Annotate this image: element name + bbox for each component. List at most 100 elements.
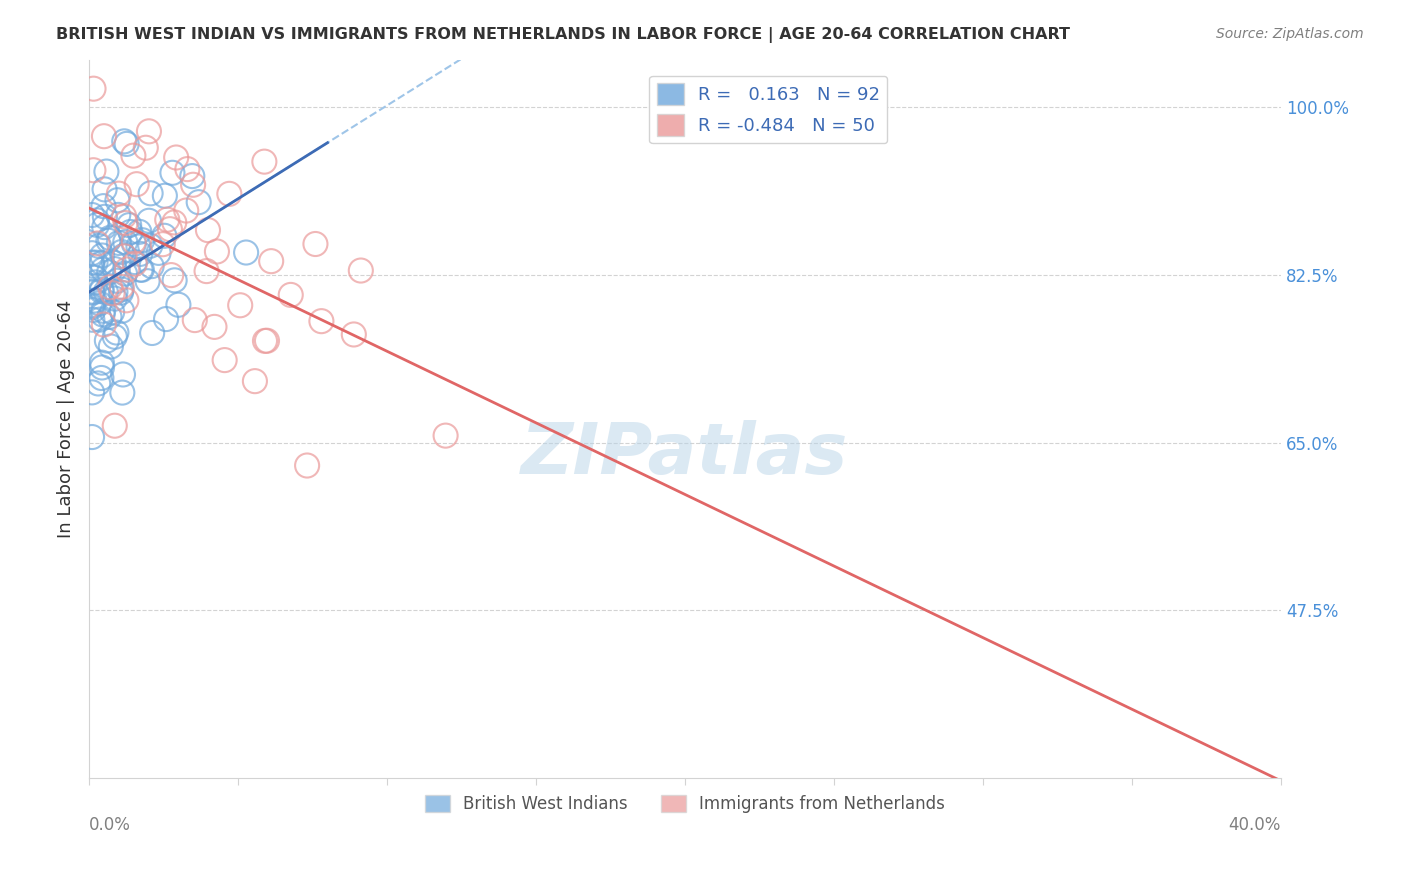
Point [98, 265, 121, 279]
Point [84, 255, 107, 269]
Point [82, 312, 104, 326]
Point [96, 334, 118, 348]
Point [181, 169, 204, 183]
Point [152, 237, 174, 252]
Point [124, 255, 146, 269]
Point [114, 249, 136, 263]
Point [243, 374, 266, 388]
Point [253, 334, 276, 348]
Point [111, 303, 134, 318]
Point [141, 259, 163, 273]
Point [162, 166, 184, 180]
Point [104, 285, 127, 299]
Point [111, 282, 134, 296]
Point [108, 235, 131, 250]
Point [184, 313, 207, 327]
Point [118, 218, 141, 232]
Point [107, 193, 129, 207]
Point [114, 267, 136, 281]
Point [80, 300, 103, 314]
Point [94, 210, 117, 224]
Point [98, 231, 121, 245]
Point [111, 280, 134, 294]
Point [98, 280, 121, 294]
Point [155, 312, 177, 326]
Point [84, 276, 107, 290]
Point [153, 228, 176, 243]
Point [86, 236, 108, 251]
Point [105, 274, 128, 288]
Point [91, 262, 114, 277]
Point [82, 302, 104, 317]
Point [153, 188, 176, 202]
Point [350, 263, 373, 277]
Text: Source: ZipAtlas.com: Source: ZipAtlas.com [1216, 27, 1364, 41]
Point [167, 298, 190, 312]
Point [124, 257, 146, 271]
Point [104, 292, 127, 306]
Point [112, 249, 135, 263]
Point [91, 307, 114, 321]
Point [83, 81, 105, 95]
Point [108, 186, 131, 201]
Point [93, 129, 115, 144]
Point [93, 220, 115, 235]
Point [120, 225, 142, 239]
Point [93, 318, 115, 332]
Point [125, 177, 148, 191]
Point [80, 385, 103, 400]
Point [97, 234, 120, 248]
Point [86, 218, 108, 232]
Point [122, 236, 145, 251]
Point [114, 216, 136, 230]
Point [280, 288, 302, 302]
Point [91, 360, 114, 375]
Point [80, 285, 103, 300]
Point [122, 148, 145, 162]
Point [80, 255, 103, 269]
Point [135, 141, 157, 155]
Point [110, 285, 132, 300]
Point [105, 326, 128, 340]
Point [163, 273, 186, 287]
Point [253, 154, 276, 169]
Y-axis label: In Labor Force | Age 20-64: In Labor Force | Age 20-64 [58, 300, 75, 538]
Point [205, 244, 228, 259]
Point [131, 233, 153, 247]
Point [127, 239, 149, 253]
Point [100, 339, 122, 353]
Point [311, 314, 333, 328]
Point [139, 238, 162, 252]
Point [80, 246, 103, 260]
Point [87, 376, 110, 391]
Point [87, 239, 110, 253]
Point [89, 296, 111, 310]
Point [83, 293, 105, 308]
Point [90, 283, 112, 297]
Point [129, 262, 152, 277]
Point [128, 225, 150, 239]
Point [122, 235, 145, 249]
Point [89, 312, 111, 326]
Point [138, 214, 160, 228]
Point [84, 270, 107, 285]
Point [159, 222, 181, 236]
Point [343, 327, 366, 342]
Point [80, 208, 103, 222]
Point [91, 248, 114, 262]
Point [110, 245, 132, 260]
Point [82, 259, 104, 273]
Point [260, 254, 283, 268]
Point [91, 303, 114, 318]
Legend: British West Indians, Immigrants from Netherlands: British West Indians, Immigrants from Ne… [418, 789, 952, 820]
Point [90, 285, 112, 299]
Point [187, 195, 209, 210]
Point [104, 330, 127, 344]
Point [218, 186, 240, 201]
Point [174, 203, 197, 218]
Point [103, 255, 125, 269]
Point [107, 208, 129, 222]
Point [197, 223, 219, 237]
Point [86, 213, 108, 227]
Point [90, 356, 112, 370]
